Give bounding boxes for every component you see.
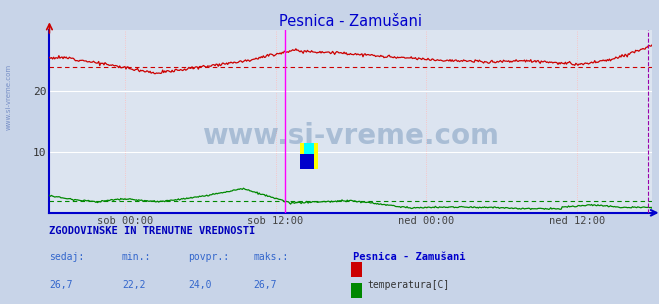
Text: 22,2: 22,2 [122, 280, 146, 290]
Text: ZGODOVINSKE IN TRENUTNE VREDNOSTI: ZGODOVINSKE IN TRENUTNE VREDNOSTI [49, 226, 256, 237]
Text: 26,7: 26,7 [49, 280, 73, 290]
Text: povpr.:: povpr.: [188, 252, 229, 262]
Text: 26,7: 26,7 [254, 280, 277, 290]
Text: Pesnica - Zamušani: Pesnica - Zamušani [353, 252, 465, 262]
Title: Pesnica - Zamušani: Pesnica - Zamušani [279, 14, 422, 29]
Text: min.:: min.: [122, 252, 152, 262]
Text: sedaj:: sedaj: [49, 252, 84, 262]
Text: www.si-vreme.com: www.si-vreme.com [202, 122, 500, 150]
Text: www.si-vreme.com: www.si-vreme.com [5, 64, 11, 130]
Text: maks.:: maks.: [254, 252, 289, 262]
Text: temperatura[C]: temperatura[C] [368, 280, 450, 290]
Text: 24,0: 24,0 [188, 280, 212, 290]
